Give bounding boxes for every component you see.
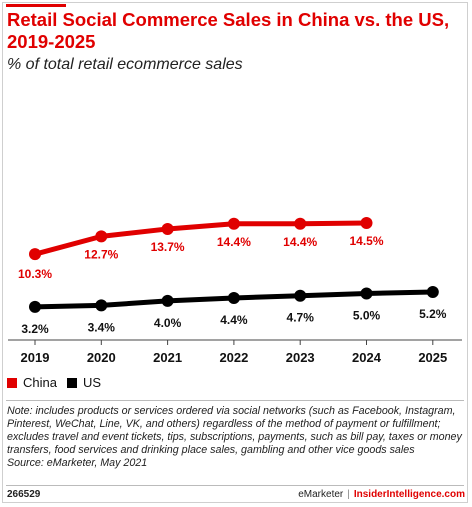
chart-note-block: Note: includes products or services orde… (7, 405, 465, 470)
us-data-label: 3.4% (88, 320, 116, 334)
china-data-label: 12.7% (84, 247, 118, 261)
line-chart: 2019 2020 2021 2022 2023 2024 2025 10.3% 12.7% 13… (8, 217, 462, 365)
china-data-label: 14.4% (217, 235, 251, 249)
us-data-point (426, 286, 439, 299)
x-tick-label: 2022 (219, 350, 248, 365)
legend-item-china: China (7, 375, 57, 390)
legend-label-us: US (82, 375, 102, 390)
china-data-label: 10.3% (18, 267, 52, 281)
note-divider (6, 400, 464, 401)
brand-separator: | (347, 489, 350, 500)
us-data-point (29, 300, 41, 313)
legend-item-us: US (66, 375, 102, 390)
china-data-label: 13.7% (151, 240, 185, 254)
us-data-point (161, 294, 174, 307)
us-data-label: 4.7% (287, 311, 315, 325)
chart-title: Retail Social Commerce Sales in China vs… (7, 9, 450, 52)
x-tick-label: 2024 (352, 350, 382, 365)
us-data-label: 5.0% (353, 309, 381, 323)
china-data-point (95, 230, 108, 243)
chart-source: Source: eMarketer, May 2021 (7, 457, 148, 469)
chart-frame (2, 2, 468, 503)
us-data-point (294, 289, 307, 302)
china-data-point (294, 217, 307, 230)
us-data-point (95, 299, 108, 312)
x-tick-label: 2023 (286, 350, 315, 365)
china-data-point (227, 217, 240, 230)
chart-note: Note: includes products or services orde… (7, 405, 462, 456)
footer-brand: eMarketer | InsiderIntelligence.com (298, 489, 465, 500)
legend-swatch-us (66, 377, 77, 388)
x-tick-label: 2021 (153, 350, 182, 365)
brand-name: eMarketer (298, 489, 344, 500)
china-data-point (29, 248, 41, 261)
china-data-point (360, 217, 373, 230)
chart-id: 266529 (7, 489, 41, 500)
x-tick-label: 2019 (21, 350, 50, 365)
china-data-point (161, 222, 174, 235)
x-tick-label: 2020 (87, 350, 116, 365)
footer-divider (6, 485, 464, 486)
us-data-label: 4.4% (220, 313, 248, 327)
legend-label-china: China (23, 375, 57, 390)
series-line-china (32, 220, 369, 257)
brand-site[interactable]: InsiderIntelligence.com (353, 489, 465, 500)
us-data-label: 5.2% (419, 307, 447, 321)
china-data-label: 14.5% (349, 234, 383, 248)
title-accent-rule (6, 4, 66, 7)
legend: China US (7, 375, 111, 390)
chart-subtitle: % of total retail ecommerce sales (7, 56, 243, 73)
us-data-label: 3.2% (21, 322, 49, 336)
china-data-label: 14.4% (283, 235, 317, 249)
us-data-label: 4.0% (154, 316, 182, 330)
legend-swatch-china (7, 377, 17, 388)
x-tick-label: 2025 (418, 350, 447, 365)
us-data-point (360, 287, 373, 300)
us-data-point (227, 291, 240, 304)
